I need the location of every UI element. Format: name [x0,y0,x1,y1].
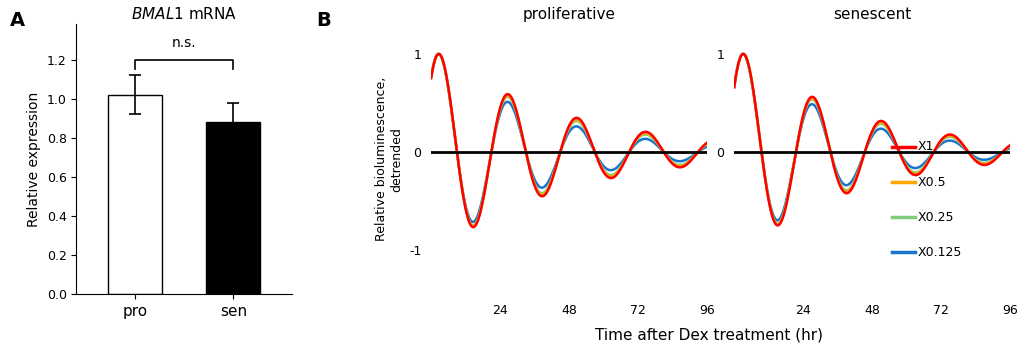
Text: B: B [316,10,330,29]
Text: X0.5: X0.5 [917,175,946,189]
Text: X0.125: X0.125 [917,245,962,259]
Text: Time after Dex treatment (hr): Time after Dex treatment (hr) [594,328,822,343]
Text: A: A [10,10,25,29]
Text: n.s.: n.s. [172,36,197,50]
Y-axis label: Relative expression: Relative expression [28,92,41,227]
Bar [108,95,162,294]
Title: proliferative: proliferative [522,7,614,22]
Text: X1: X1 [917,140,933,154]
Title: $\mathit{BMAL1}$ mRNA: $\mathit{BMAL1}$ mRNA [131,6,237,22]
Y-axis label: Relative bioluminescence,
detrended: Relative bioluminescence, detrended [375,77,404,242]
Text: X0.25: X0.25 [917,210,954,224]
Title: senescent: senescent [833,7,910,22]
Bar [206,122,260,294]
